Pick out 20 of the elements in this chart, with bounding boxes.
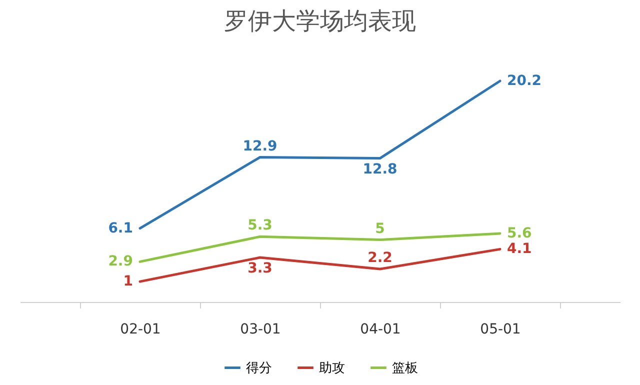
data-label: 5.6 — [507, 226, 532, 242]
legend-label: 篮板 — [392, 360, 418, 376]
data-label: 6.1 — [108, 220, 133, 236]
data-label: 12.9 — [242, 138, 278, 154]
x-tick-label: 03-01 — [240, 322, 281, 338]
x-tick-label: 02-01 — [120, 322, 161, 338]
data-label: 2.2 — [368, 250, 392, 266]
chart-title: 罗伊大学场均表现 — [224, 7, 416, 35]
data-label: 1 — [123, 274, 133, 290]
legend-label: 得分 — [246, 360, 272, 376]
data-label: 5.3 — [248, 218, 272, 234]
data-label: 2.9 — [108, 254, 133, 270]
data-label: 5 — [375, 220, 385, 237]
data-label: 3.3 — [248, 260, 272, 277]
x-tick-label: 05-01 — [480, 322, 521, 338]
data-label: 20.2 — [507, 73, 542, 89]
legend-label: 助攻 — [319, 360, 345, 376]
x-tick-label: 04-01 — [360, 322, 401, 338]
data-label: 12.8 — [362, 161, 398, 178]
data-label: 4.1 — [507, 241, 532, 258]
